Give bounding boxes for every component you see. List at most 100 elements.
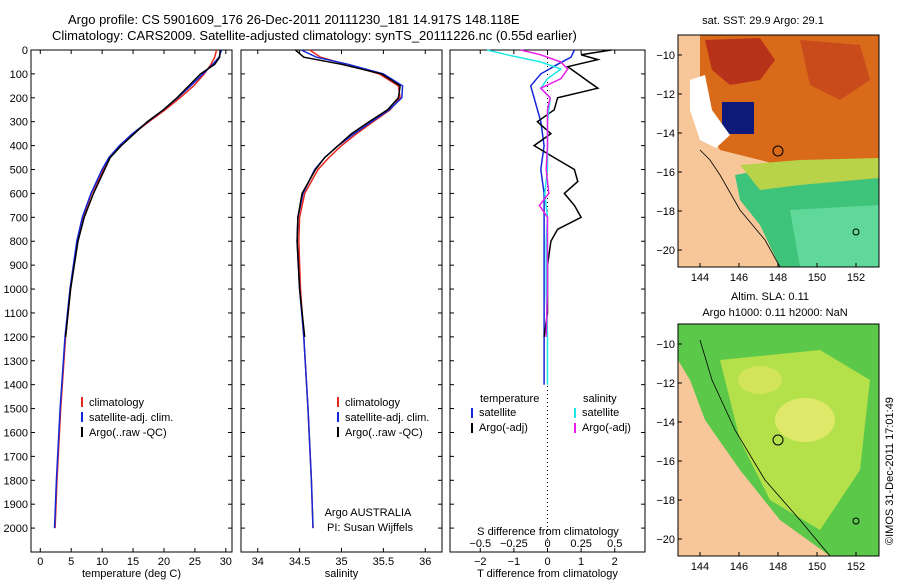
- sla-map-title-line2: Argo h1000: 0.11 h2000: NaN: [702, 307, 847, 319]
- map-y-tick-label: −10: [656, 339, 675, 351]
- sst-map-ticks: 144 146 148 150 152 −10 −12 −14 −16 −18 −20: [656, 50, 865, 284]
- y-tick-label: 400: [10, 141, 28, 153]
- x-tick-label: −1: [508, 556, 521, 568]
- sst-ocean-lightgreen: [790, 205, 879, 267]
- annotation-line1: Argo AUSTRALIA: [325, 507, 412, 519]
- legend-label: climatology: [89, 397, 145, 409]
- map-y-tick-label: −12: [656, 378, 675, 390]
- s-tick-label: 0.5: [607, 538, 622, 550]
- map-x-tick-label: 150: [808, 272, 826, 284]
- y-tick-label: 1400: [4, 380, 28, 392]
- y-tick-label: 1600: [4, 427, 28, 439]
- sla-coastline: [699, 339, 831, 557]
- y-tick-label: 2000: [4, 523, 28, 535]
- map-y-tick-label: −20: [656, 245, 675, 257]
- y-tick-label: 300: [10, 117, 28, 129]
- legend-label: satellite-adj. clim.: [89, 412, 173, 424]
- y-tick-label: 1000: [4, 284, 28, 296]
- y-tick-label: 500: [10, 165, 28, 177]
- map-x-tick-label: 144: [691, 561, 709, 573]
- x-axis-label: salinity: [325, 568, 359, 580]
- y-tick-label: 900: [10, 260, 28, 272]
- sla-ocean-light-patch: [775, 398, 835, 442]
- s-tick-label: 0.25: [570, 538, 591, 550]
- map-y-tick-label: −20: [656, 534, 675, 546]
- x-tick-label: 1: [578, 556, 584, 568]
- y-tick-label: 700: [10, 212, 28, 224]
- y-tick-label: 1200: [4, 332, 28, 344]
- sst-map: sat. SST: 29.9 Argo: 29.1 144 146 148 150 15…: [656, 15, 880, 284]
- y-tick-label: 800: [10, 236, 28, 248]
- series-line-argorawqc: [294, 49, 401, 337]
- legend-label: satellite-adj. clim.: [345, 412, 429, 424]
- map-x-tick-label: 144: [691, 272, 709, 284]
- legend-label: satellite: [582, 407, 619, 419]
- sst-coastline: [699, 149, 781, 268]
- sst-argo-marker: [772, 145, 784, 157]
- map-y-tick-label: −18: [656, 206, 675, 218]
- salinity-plot: 34 34.5 35 35.5 36 salinity climatology satelli…: [241, 49, 442, 580]
- y-tick-label: 200: [10, 93, 28, 105]
- x-tick-label: 35.5: [373, 556, 394, 568]
- x-tick-label: 0: [37, 556, 43, 568]
- series-line-climatology: [54, 49, 218, 529]
- sst-ocean-yellowgreen: [740, 158, 879, 190]
- difference-plot: −2 −1 0 1 2T difference from climatology −0.5…: [450, 49, 645, 580]
- x-tick-label: 35: [335, 556, 347, 568]
- x-tick-label: 25: [189, 556, 201, 568]
- y-tick-label: 1900: [4, 499, 28, 511]
- x-axis-label: temperature (deg C): [82, 568, 181, 580]
- map-y-tick-label: −14: [656, 128, 675, 140]
- temperature-plot: 0100200300400500600700800900100011001200…: [4, 45, 232, 580]
- map-x-tick-label: 148: [769, 272, 787, 284]
- map-x-tick-label: 152: [847, 561, 865, 573]
- legend-label: Argo(..raw -QC): [89, 427, 167, 439]
- map-y-tick-label: −16: [656, 456, 675, 468]
- sla-secondary-marker: [852, 517, 860, 525]
- sla-map-title-line1: Altim. SLA: 0.11: [731, 291, 809, 303]
- series-line-climatology: [298, 49, 401, 529]
- s-axis-label: S difference from climatology: [477, 526, 619, 538]
- x-tick-label: 30: [220, 556, 232, 568]
- temperature-panel-frame: [30, 49, 233, 553]
- y-tick-label: 100: [10, 69, 28, 81]
- x-tick-label: 0: [544, 556, 550, 568]
- map-x-tick-label: 152: [847, 272, 865, 284]
- y-tick-label: 1100: [4, 308, 28, 320]
- map-y-tick-label: −10: [656, 50, 675, 62]
- s-tick-label: 0: [544, 538, 550, 550]
- legend-label: satellite: [479, 407, 516, 419]
- x-tick-label: 20: [158, 556, 170, 568]
- x-tick-label: 10: [96, 556, 108, 568]
- sla-map-ticks: 144 146 148 150 152 −10 −12 −14 −16 −18 −20: [656, 339, 865, 573]
- map-x-tick-label: 150: [808, 561, 826, 573]
- map-x-tick-label: 146: [730, 272, 748, 284]
- x-tick-label: 34: [252, 556, 264, 568]
- figure-title-line1: Argo profile: CS 5901609_176 26-Dec-2011…: [68, 12, 520, 27]
- x-tick-label: 5: [68, 556, 74, 568]
- figure-title-line2: Climatology: CARS2009. Satellite-adjuste…: [52, 28, 577, 43]
- s-tick-label: −0.25: [500, 538, 528, 550]
- legend-label: Argo(..raw -QC): [345, 427, 423, 439]
- series-line-satelliteadjclim: [296, 49, 404, 529]
- sla-argo-marker: [772, 434, 784, 446]
- sst-cloud-mask: [722, 102, 754, 134]
- legend-label: climatology: [345, 397, 401, 409]
- annotation-line2: PI: Susan Wijffels: [327, 522, 413, 534]
- x-tick-label: 36: [419, 556, 431, 568]
- diff-line-s-argoadj: [520, 49, 569, 337]
- legend-label: Argo(-adj): [582, 422, 631, 434]
- salinity-panel-frame: [240, 49, 443, 553]
- map-y-tick-label: −14: [656, 417, 675, 429]
- x-tick-label: 15: [127, 556, 139, 568]
- sla-ocean-light-patch-2: [738, 366, 782, 394]
- legend-title-temperature: temperature: [480, 393, 539, 405]
- x-axis-label: T difference from climatology: [477, 568, 618, 580]
- map-y-tick-label: −18: [656, 495, 675, 507]
- map-x-tick-label: 146: [730, 561, 748, 573]
- series-line-argorawqc: [64, 49, 221, 337]
- y-tick-label: 1800: [4, 475, 28, 487]
- series-line-satelliteadjclim: [53, 49, 223, 529]
- sst-map-title: sat. SST: 29.9 Argo: 29.1: [702, 15, 824, 27]
- x-tick-label: −2: [474, 556, 487, 568]
